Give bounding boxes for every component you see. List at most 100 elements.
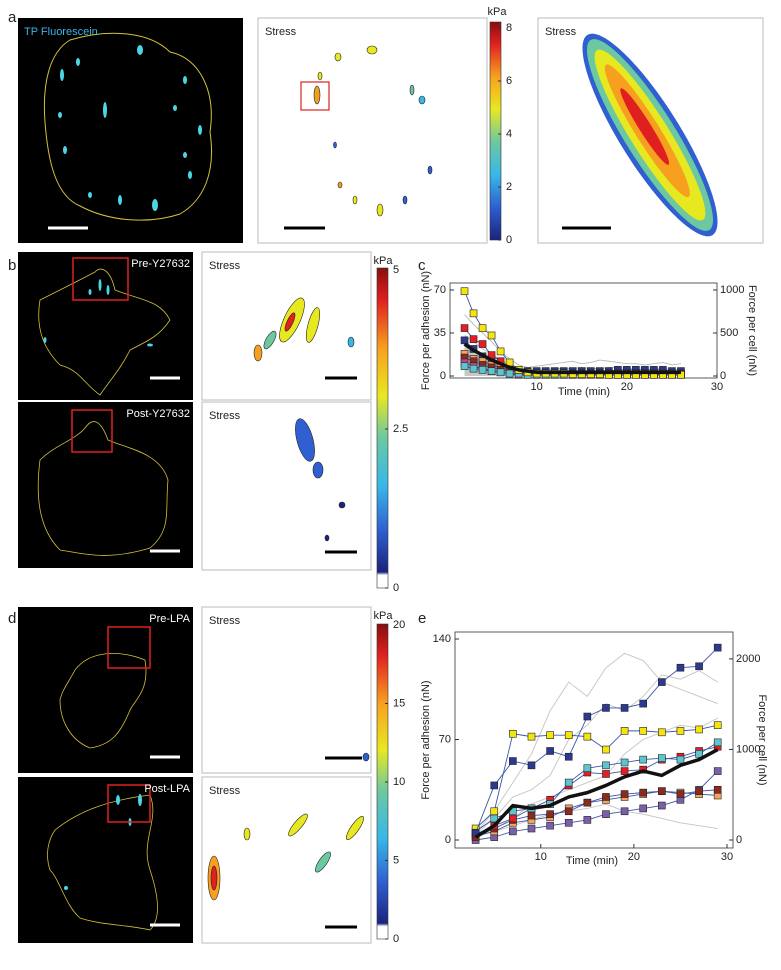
stress-map [201, 251, 372, 401]
stress-map [201, 401, 372, 571]
marker [527, 732, 536, 741]
stress-label: Stress [265, 26, 297, 38]
fluorescence-image [18, 777, 193, 943]
marker [546, 731, 554, 739]
colorbar-tick-label: 0 [506, 234, 512, 246]
panel-label: b [8, 257, 16, 274]
marker [478, 366, 487, 374]
marker [713, 643, 722, 652]
y2-tick-label: 500 [720, 327, 738, 339]
image-label: Post-Y27632 [126, 408, 190, 420]
marker [487, 367, 496, 375]
colorbar-tick-label: 5 [393, 264, 399, 276]
marker [460, 324, 469, 332]
marker [620, 758, 629, 767]
marker [509, 827, 517, 836]
fluorescence-image [18, 252, 193, 400]
colorbar-tick-label: 0 [393, 933, 399, 945]
marker [583, 764, 592, 773]
marker [509, 729, 517, 738]
marker [639, 755, 648, 764]
marker [490, 781, 499, 790]
colorbar-tick-label: 2.5 [393, 423, 408, 435]
colorbar [489, 21, 502, 241]
colorbar-unit: kPa [488, 6, 508, 18]
y2-tick-label: 1000 [720, 284, 744, 296]
marker [509, 757, 517, 765]
image-label: Post-LPA [144, 783, 190, 795]
colorbar-unit: kPa [374, 255, 394, 267]
marker [713, 721, 722, 729]
marker [487, 331, 496, 340]
line [475, 670, 718, 835]
marker [602, 810, 610, 818]
marker [527, 811, 536, 820]
stress-map [201, 606, 372, 774]
x-axis-label: Time (min) [558, 386, 610, 398]
marker [658, 801, 666, 810]
marker [602, 770, 610, 778]
x-tick-label: 10 [535, 851, 547, 863]
stress-zoom [537, 17, 764, 244]
marker [620, 767, 629, 775]
marker [583, 798, 592, 807]
y-tick-label: 0 [445, 834, 451, 846]
marker [695, 662, 703, 671]
marker [527, 824, 536, 833]
marker [620, 704, 629, 712]
colorbar [376, 267, 389, 589]
marker [695, 725, 703, 734]
fluorescence-image [18, 607, 193, 773]
marker [490, 807, 499, 816]
colorbar-tick-label: 4 [506, 128, 512, 140]
line [463, 342, 681, 375]
stress-map [257, 17, 488, 244]
marker [658, 728, 666, 737]
marker [713, 767, 722, 775]
marker [564, 807, 573, 816]
colorbar-tick-label: 15 [393, 697, 405, 709]
line [475, 652, 718, 834]
marker [713, 738, 722, 747]
stress-map [201, 776, 372, 944]
stress-label: Stress [545, 26, 577, 38]
line [474, 748, 719, 839]
y-axis-label: Force per adhesion (nN) [420, 271, 432, 390]
y-tick-label: 70 [439, 733, 451, 745]
marker [602, 761, 610, 770]
marker [676, 727, 685, 735]
colorbar-tick-label: 5 [393, 854, 399, 866]
panel-label: a [8, 9, 17, 26]
marker [469, 364, 478, 373]
marker [564, 752, 573, 761]
x-tick-label: 10 [531, 381, 543, 393]
marker [460, 362, 469, 370]
colorbar-tick-label: 10 [393, 776, 405, 788]
colorbar-tick-label: 6 [506, 75, 512, 87]
marker [676, 755, 685, 764]
marker [505, 369, 514, 378]
colorbar-unit: kPa [374, 610, 394, 622]
image-label: Pre-Y27632 [131, 258, 190, 270]
marker [639, 804, 648, 813]
marker [676, 663, 685, 672]
marker [639, 699, 648, 708]
image-label: TP Fluorescein [24, 26, 98, 38]
stress-label: Stress [209, 260, 241, 272]
marker [469, 309, 478, 318]
marker [469, 335, 478, 343]
marker [620, 790, 629, 798]
y-tick-label: 140 [433, 633, 451, 645]
marker [583, 712, 592, 721]
marker [602, 793, 610, 801]
marker [620, 727, 629, 735]
marker [496, 347, 505, 356]
marker [602, 745, 610, 754]
panel-label: e [418, 610, 426, 627]
marker [639, 727, 648, 735]
stress-label: Stress [209, 410, 241, 422]
x-tick-label: 20 [621, 381, 633, 393]
marker [639, 788, 648, 797]
image-label: Pre-LPA [149, 613, 190, 625]
